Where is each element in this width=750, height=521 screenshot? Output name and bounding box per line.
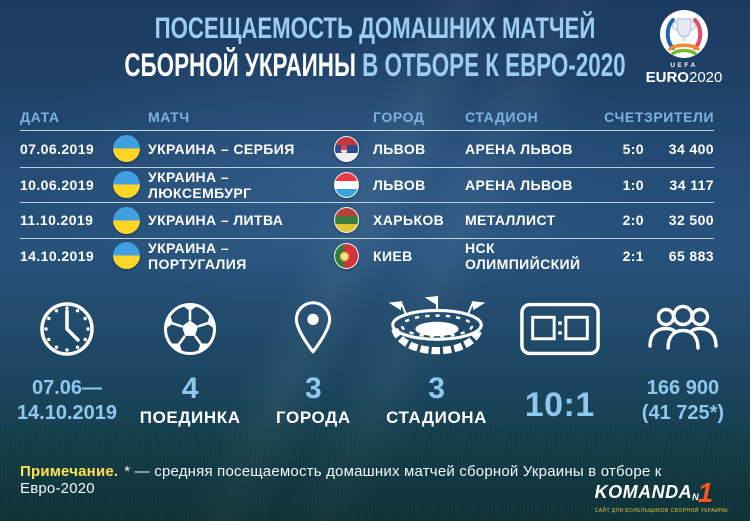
ukraine-flag-icon — [113, 171, 140, 199]
ukraine-flag-icon — [113, 242, 140, 270]
stat-matches-value: 4 — [181, 372, 199, 405]
komanda1-logo[interactable]: KOMANDAN1 САЙТ ДЛЯ БОЛЕЛЬЩИКОВ СБОРНОЙ У… — [594, 477, 728, 515]
match-stadium: АРЕНА ЛЬВОВ — [465, 140, 573, 157]
match-name: УКРАИНА – ПОРТУГАЛИЯ — [148, 239, 247, 272]
footnote-body: * — средняя посещаемость домашних матчей… — [20, 463, 662, 497]
clock-icon — [40, 302, 94, 356]
title-line-2: СБОРНОЙ УКРАИНЫ В ОТБОРЕ К ЕВРО-2020 — [113, 47, 638, 84]
stat-attendance-total: 166 900 (41 725*) — [622, 288, 744, 428]
table-row: 11.10.2019 УКРАИНА – ЛИТВА ХАРЬКОВ МЕТАЛ… — [20, 202, 714, 238]
scoreboard-icon — [519, 302, 600, 356]
brand-tagline: САЙТ ДЛЯ БОЛЕЛЬЩИКОВ СБОРНОЙ УКРАИНЫ — [594, 508, 728, 514]
stat-period-from: 07.06— — [31, 377, 103, 399]
match-stadium: АРЕНА ЛЬВОВ — [465, 176, 573, 193]
match-score: 5:0 — [622, 140, 644, 157]
people-icon — [648, 304, 718, 350]
stat-cities-value: 3 — [305, 372, 322, 405]
stat-cities-label: ГОРОДА — [276, 408, 351, 427]
header-score: СЧЕТ — [604, 109, 644, 125]
match-name: УКРАИНА – СЕРБИЯ — [148, 140, 295, 157]
table-header-row: ДАТА МАТЧ ГОРОД СТАДИОН СЧЕТ ЗРИТЕЛИ — [20, 104, 714, 131]
stat-matches: 4 ПОЕДИНКА — [129, 288, 251, 428]
ukraine-flag-icon — [113, 206, 140, 234]
stat-stadiums: 3 СТАДИОНА — [376, 288, 498, 428]
title-qualifier: В ОТБОРЕ К ЕВРО-2020 — [355, 47, 626, 83]
serbia-flag-icon — [334, 135, 359, 162]
ukraine-flag-icon — [113, 135, 140, 163]
match-score: 1:0 — [622, 176, 644, 193]
stat-period-to: 14.10.2019 — [16, 402, 118, 424]
match-date: 07.06.2019 — [20, 140, 95, 157]
match-name: УКРАИНА – ЛЮКСЕМБУРГ — [148, 168, 252, 201]
header-city: ГОРОД — [373, 109, 425, 125]
match-attendance: 34 117 — [669, 176, 714, 193]
header-match: МАТЧ — [148, 109, 190, 125]
lithuania-flag-icon — [334, 207, 359, 234]
summary-stats: 07.06— 14.10.2019 — [6, 288, 744, 428]
euro2020-logo: UEFA EURO2020 — [640, 6, 728, 92]
match-city: КИЕВ — [373, 247, 413, 264]
footnote-prefix: Примечание. — [20, 463, 119, 480]
table-row: 07.06.2019 УКРАИНА – СЕРБИЯ ЛЬВОВ АРЕНА … — [20, 131, 714, 167]
match-name: УКРАИНА – ЛИТВА — [148, 212, 284, 229]
stat-attendance-average-value: (41 725*) — [641, 402, 725, 424]
football-icon — [164, 303, 217, 355]
table-row: 14.10.2019 УКРАИНА – ПОРТУГАЛИЯ КИЕВ НСК… — [20, 237, 714, 274]
match-date: 10.06.2019 — [20, 176, 95, 193]
stat-matches-label: ПОЕДИНКА — [139, 408, 241, 427]
header-date: ДАТА — [20, 109, 60, 125]
footnote: Примечание. * — средняя посещаемость дома… — [20, 463, 730, 497]
euro2020-trophy-icon: UEFA EURO2020 — [646, 10, 723, 86]
match-city: ЛЬВОВ — [373, 176, 426, 193]
match-city: ЛЬВОВ — [373, 140, 426, 157]
luxembourg-flag-icon — [334, 171, 359, 198]
match-date: 11.10.2019 — [20, 212, 94, 229]
match-attendance: 65 883 — [668, 247, 714, 264]
match-attendance: 32 500 — [668, 212, 714, 229]
table-row: 10.06.2019 УКРАИНА – ЛЮКСЕМБУРГ ЛЬВОВ АР… — [20, 166, 714, 203]
portugal-flag-icon — [334, 242, 359, 269]
euro2020-label: EURO2020 — [646, 69, 723, 86]
page-title: ПОСЕЩАЕМОСТЬ ДОМАШНИХ МАТЧЕЙ СБОРНОЙ УКР… — [0, 12, 750, 84]
stadium-icon — [388, 295, 485, 355]
match-date: 14.10.2019 — [20, 247, 95, 264]
stat-period: 07.06— 14.10.2019 — [6, 288, 128, 428]
match-city: ХАРЬКОВ — [373, 212, 445, 229]
match-stadium: МЕТАЛЛИСТ — [465, 212, 556, 229]
stat-stadiums-label: СТАДИОНА — [386, 408, 488, 427]
match-attendance: 34 400 — [668, 140, 714, 157]
grass-texture — [0, 426, 750, 521]
stat-stadiums-value: 3 — [428, 372, 445, 405]
match-stadium: НСК ОЛИМПИЙСКИЙ — [465, 239, 581, 272]
header-stadium: СТАДИОН — [465, 109, 539, 125]
match-score: 2:1 — [622, 247, 644, 264]
brand-name: KOMANDA — [594, 482, 693, 502]
match-score: 2:0 — [622, 212, 644, 229]
uefa-label: UEFA — [670, 62, 697, 69]
header-attendance: ЗРИТЕЛИ — [644, 109, 715, 125]
brand-sub: N — [692, 492, 699, 502]
matches-table: ДАТА МАТЧ ГОРОД СТАДИОН СЧЕТ ЗРИТЕЛИ 07.… — [20, 104, 714, 273]
stat-attendance-total-value: 166 900 — [646, 377, 720, 399]
title-team: СБОРНОЙ УКРАИНЫ — [124, 47, 356, 83]
stat-cities: 3 ГОРОДА — [252, 288, 374, 428]
brand-one: 1 — [697, 477, 714, 508]
stat-goal-difference-value: 10:1 — [524, 386, 595, 424]
stat-goal-difference: 10:1 — [499, 288, 621, 428]
title-line-1: ПОСЕЩАЕМОСТЬ ДОМАШНИХ МАТЧЕЙ — [154, 12, 596, 45]
pin-icon — [295, 301, 332, 354]
